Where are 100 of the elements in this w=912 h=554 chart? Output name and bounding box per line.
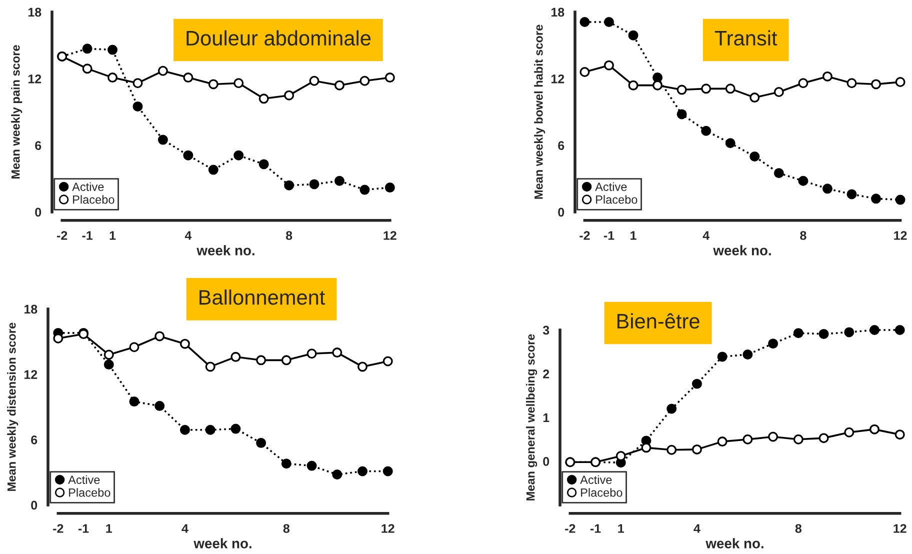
x-tick-label: 4 xyxy=(702,231,710,240)
point xyxy=(869,325,880,335)
point xyxy=(580,67,590,77)
point xyxy=(717,352,728,362)
point xyxy=(108,72,118,83)
point xyxy=(234,78,244,88)
point xyxy=(384,182,395,193)
point xyxy=(183,72,194,83)
point xyxy=(750,92,760,103)
x-axis-title: week no. xyxy=(196,245,254,256)
legend-label: Active xyxy=(72,182,104,191)
x-axis-title: week no. xyxy=(706,538,764,548)
chart-title: Bien-être xyxy=(617,313,700,329)
y-axis-title: Mean weekly pain score xyxy=(11,45,22,178)
point xyxy=(104,360,114,370)
y-axis-title: Mean weekly bowel habit score xyxy=(534,24,546,199)
point xyxy=(676,109,687,120)
point xyxy=(818,328,829,339)
x-tick-label: 1 xyxy=(110,231,116,240)
point xyxy=(205,362,216,372)
x-tick-label: 12 xyxy=(894,231,907,240)
point xyxy=(158,134,168,145)
point xyxy=(750,151,760,162)
y-tick-label: 18 xyxy=(551,8,564,17)
point xyxy=(652,80,663,90)
y-tick-label: 0 xyxy=(543,457,550,466)
point xyxy=(258,94,269,104)
x-tick-label: 8 xyxy=(795,524,802,533)
point xyxy=(768,338,778,349)
y-tick-label: 0 xyxy=(31,500,38,510)
point xyxy=(382,466,393,476)
point xyxy=(158,66,168,76)
point xyxy=(154,400,165,411)
point xyxy=(334,80,344,90)
x-tick-label: 8 xyxy=(283,524,290,533)
point xyxy=(183,150,194,160)
point xyxy=(666,444,677,455)
y-tick-label: 6 xyxy=(35,141,42,150)
point xyxy=(357,466,368,476)
y-tick-label: 18 xyxy=(24,304,38,314)
point xyxy=(692,378,702,389)
x-tick-label: 1 xyxy=(106,524,112,533)
x-tick-label: 4 xyxy=(182,524,188,533)
x-axis-title: week no. xyxy=(713,245,771,256)
x-tick-label: 1 xyxy=(618,524,624,533)
chart-title: Ballonnement xyxy=(200,289,326,305)
point xyxy=(180,338,190,349)
point xyxy=(725,138,736,148)
x-axis-title: week no. xyxy=(194,538,252,548)
point xyxy=(332,348,342,358)
point xyxy=(256,438,266,448)
point xyxy=(332,470,342,480)
point xyxy=(895,77,906,87)
point xyxy=(798,78,808,88)
y-axis-title: Mean weekly distension score xyxy=(7,322,18,491)
point xyxy=(742,434,753,444)
point xyxy=(234,150,244,160)
legend-label: Placebo xyxy=(581,488,622,497)
point xyxy=(382,356,393,366)
point xyxy=(604,60,614,70)
point xyxy=(871,79,882,90)
point xyxy=(774,168,784,178)
point xyxy=(604,17,614,27)
point xyxy=(129,342,140,352)
point xyxy=(701,126,712,136)
point xyxy=(798,176,808,186)
x-tick-label: -2 xyxy=(580,231,590,240)
legend-label: Active xyxy=(595,182,627,191)
point xyxy=(82,44,92,54)
point xyxy=(628,30,638,40)
x-tick-label: -1 xyxy=(78,524,89,533)
point xyxy=(208,79,218,90)
point xyxy=(284,90,294,100)
point xyxy=(742,350,753,360)
point xyxy=(306,460,317,471)
point xyxy=(281,355,292,366)
point xyxy=(309,76,320,86)
point xyxy=(666,404,677,414)
point xyxy=(154,331,165,342)
x-tick-label: 4 xyxy=(694,524,700,533)
y-tick-label: 3 xyxy=(542,326,550,335)
point xyxy=(309,179,320,190)
point xyxy=(692,444,702,454)
point xyxy=(869,424,880,434)
point xyxy=(701,84,712,94)
y-axis-title: Mean general wellbeing score xyxy=(526,334,538,500)
x-tick-label: -2 xyxy=(565,524,576,533)
point xyxy=(334,176,344,186)
point xyxy=(894,430,905,440)
point xyxy=(230,352,241,362)
point xyxy=(846,78,857,88)
x-tick-label: 1 xyxy=(630,231,636,240)
point xyxy=(284,180,294,190)
point xyxy=(846,189,857,200)
y-tick-label: 12 xyxy=(28,74,42,84)
point xyxy=(256,355,266,366)
x-tick-label: -2 xyxy=(57,231,68,240)
point xyxy=(822,184,832,194)
legend-label: Placebo xyxy=(69,488,110,497)
text: Transit xyxy=(714,30,778,46)
